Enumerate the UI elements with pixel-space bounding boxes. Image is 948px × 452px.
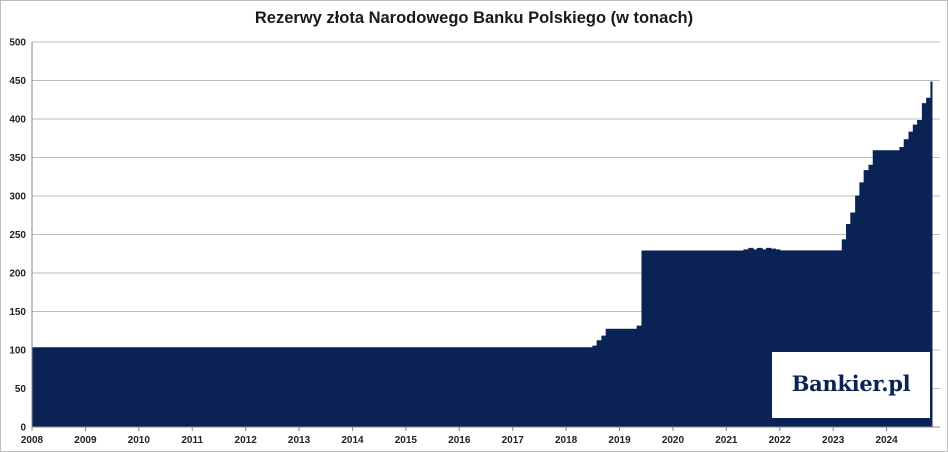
y-tick-label: 450 [9, 76, 26, 87]
y-axis-ticks: 0 50 100 150 200 250 300 350 400 450 500 [9, 38, 26, 434]
x-tick-label: 2021 [715, 435, 738, 446]
y-tick-label: 400 [9, 115, 26, 126]
x-tick-label: 2016 [448, 435, 471, 446]
x-tick-label: 2023 [822, 435, 845, 446]
x-tick-label: 2019 [608, 435, 631, 446]
x-tick-label: 2024 [875, 435, 898, 446]
y-tick-label: 50 [15, 384, 27, 395]
chart-title: Rezerwy złota Narodowego Banku Polskiego… [254, 9, 694, 27]
x-axis-ticks: 2008 2009 2010 2011 2012 2013 2014 2015 2016 2017… [21, 435, 898, 446]
y-tick-label: 200 [9, 269, 26, 280]
y-tick-label: 150 [9, 307, 26, 318]
x-tick-label: 2013 [288, 435, 311, 446]
x-tick-label: 2017 [502, 435, 525, 446]
y-tick-label: 100 [9, 346, 26, 357]
x-tick-label: 2022 [769, 435, 792, 446]
x-tick-label: 2011 [181, 435, 203, 446]
x-tick-label: 2020 [662, 435, 685, 446]
y-tick-label: 0 [20, 423, 26, 434]
y-tick-label: 500 [9, 38, 26, 49]
x-tick-label: 2010 [128, 435, 151, 446]
x-tick-label: 2018 [555, 435, 578, 446]
x-tick-label: 2015 [395, 435, 418, 446]
y-tick-label: 250 [9, 230, 26, 241]
bankier-logo-text: Bankier.pl [791, 371, 911, 396]
x-tick-label: 2014 [341, 435, 364, 446]
axes [31, 42, 940, 431]
y-tick-label: 300 [9, 192, 26, 203]
bankier-logo: Bankier.pl [772, 352, 930, 418]
x-tick-label: 2012 [235, 435, 258, 446]
x-tick-label: 2009 [74, 435, 97, 446]
y-tick-label: 350 [9, 153, 26, 164]
x-tick-label: 2008 [21, 435, 44, 446]
series-area [31, 81, 933, 428]
gold-reserves-area [31, 81, 933, 428]
